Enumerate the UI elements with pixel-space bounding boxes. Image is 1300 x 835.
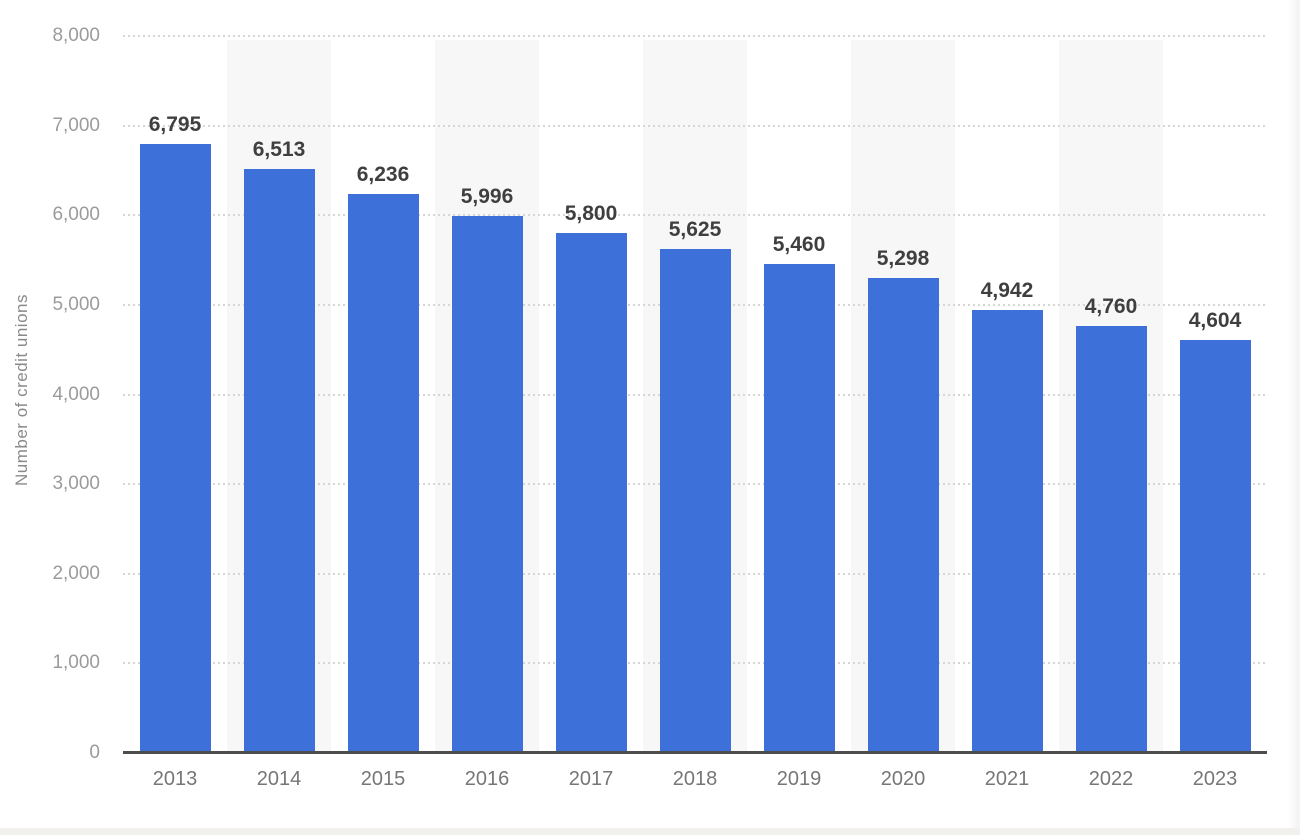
x-tick-label: 2013 <box>152 768 198 790</box>
y-tick-label: 8,000 <box>52 25 100 46</box>
y-tick-label: 4,000 <box>52 383 100 405</box>
bar-2016[interactable] <box>451 215 523 753</box>
bar-2022[interactable] <box>1075 326 1147 753</box>
y-tick-label: 5,000 <box>52 293 100 315</box>
bar-2021[interactable] <box>971 310 1043 753</box>
bar-2017[interactable] <box>555 233 627 753</box>
y-tick-label: 6,000 <box>52 204 100 226</box>
bar-value-label: 6,513 <box>252 138 306 162</box>
x-tick-label: 2019 <box>776 768 822 790</box>
bar-2023[interactable] <box>1179 340 1251 753</box>
gridline <box>123 124 1267 127</box>
bar-value-label: 5,800 <box>564 202 618 226</box>
x-tick-label: 2014 <box>256 768 302 790</box>
x-tick-label: 2022 <box>1088 768 1134 790</box>
bar-2019[interactable] <box>763 263 835 753</box>
bar-value-label: 4,604 <box>1188 309 1242 333</box>
x-tick-label: 2020 <box>880 768 926 790</box>
x-tick-label: 2023 <box>1192 768 1238 790</box>
x-tick-label: 2017 <box>568 768 614 790</box>
bar-2013[interactable] <box>139 143 211 753</box>
bar-2015[interactable] <box>347 194 419 753</box>
gridline <box>123 35 1267 37</box>
y-tick-label: 2,000 <box>52 562 100 584</box>
bar-value-label: 4,760 <box>1084 295 1138 319</box>
bar-2018[interactable] <box>659 248 731 753</box>
x-axis-line <box>123 751 1267 754</box>
gridline <box>123 214 1267 217</box>
bar-value-label: 6,236 <box>356 163 410 187</box>
bar-2014[interactable] <box>243 169 315 753</box>
x-tick-label: 2016 <box>464 768 510 790</box>
y-tick-label: 3,000 <box>52 473 100 495</box>
bottom-strip <box>0 828 1300 835</box>
bar-value-label: 4,942 <box>980 279 1034 303</box>
bar-value-label: 5,996 <box>460 184 514 208</box>
bar-2020[interactable] <box>867 278 939 753</box>
y-tick-label: 0 <box>89 742 100 763</box>
x-tick-label: 2018 <box>672 768 718 790</box>
y-tick-label: 7,000 <box>52 114 100 136</box>
x-tick-label: 2015 <box>360 768 406 790</box>
bar-value-label: 5,460 <box>772 232 826 256</box>
bar-value-label: 5,298 <box>876 247 930 271</box>
y-tick-label: 1,000 <box>52 652 100 674</box>
bar-value-label: 5,625 <box>668 217 722 241</box>
right-edge-shade <box>1288 0 1300 828</box>
x-tick-label: 2021 <box>984 768 1030 790</box>
bar-value-label: 6,795 <box>148 112 202 136</box>
